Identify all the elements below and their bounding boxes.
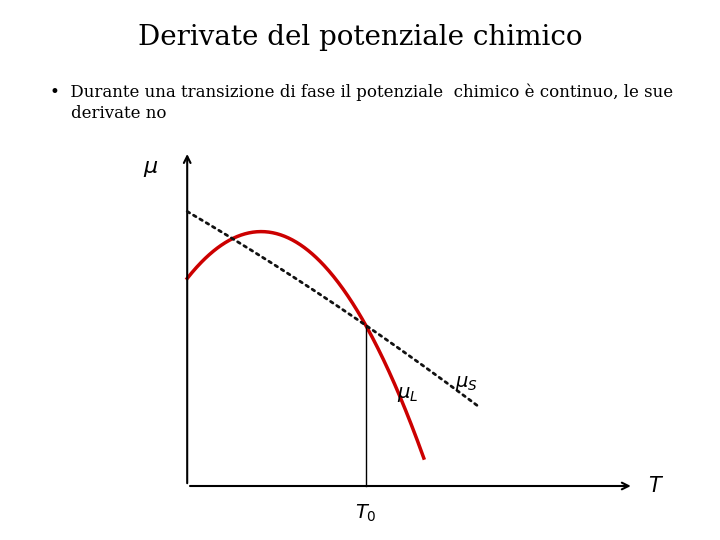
Text: derivate no: derivate no bbox=[50, 105, 167, 122]
Text: $\mu_S$: $\mu_S$ bbox=[455, 374, 478, 393]
Text: $\mu$: $\mu$ bbox=[143, 157, 158, 179]
Text: $\mu_L$: $\mu_L$ bbox=[397, 385, 418, 404]
Text: $T_0$: $T_0$ bbox=[355, 502, 377, 523]
Text: $T$: $T$ bbox=[648, 476, 664, 496]
Text: •  Durante una transizione di fase il potenziale  chimico è continuo, le sue: • Durante una transizione di fase il pot… bbox=[50, 84, 673, 101]
Text: Derivate del potenziale chimico: Derivate del potenziale chimico bbox=[138, 24, 582, 51]
